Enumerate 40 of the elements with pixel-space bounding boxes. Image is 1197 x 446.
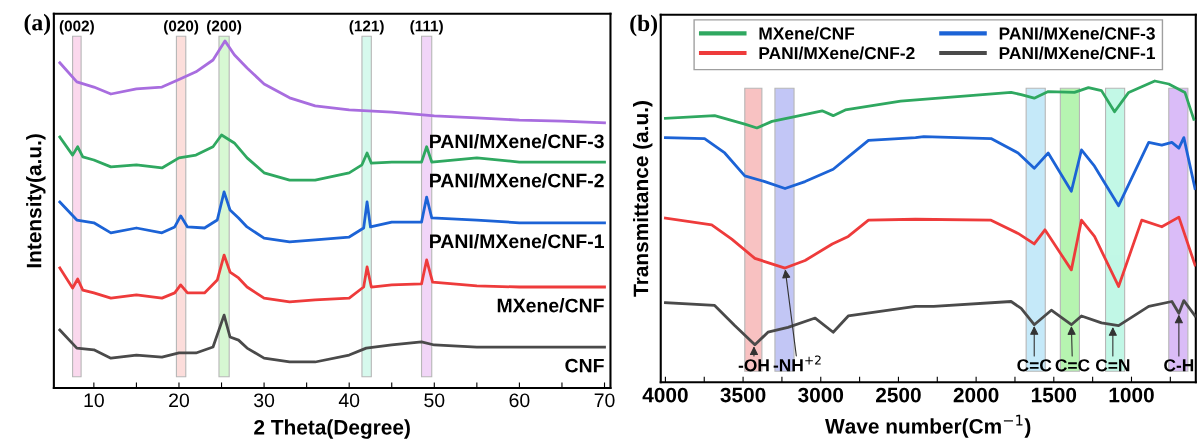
series-label: PANI/MXene/CNF-2 xyxy=(430,173,604,188)
x-tick-label: 2000 xyxy=(953,387,999,403)
band-label: (121) xyxy=(349,20,384,35)
chart-title: (a) xyxy=(24,13,51,36)
series-label: MXene/CNF xyxy=(497,298,604,313)
annotation: -OH xyxy=(738,359,769,372)
band-label: (111) xyxy=(410,20,443,35)
legend-label: PANI/MXene/CNF-1 xyxy=(999,46,1156,60)
annotation: C=N xyxy=(1095,359,1130,372)
x-tick-label: 1500 xyxy=(1031,387,1077,403)
x-tick-label: 40 xyxy=(338,393,360,408)
x-tick-label: 20 xyxy=(169,393,190,408)
series-label: PANI/MXene/CNF-3 xyxy=(430,133,604,149)
legend-label: MXene/CNF xyxy=(759,26,855,40)
x-tick-label: 30 xyxy=(254,393,275,408)
x-axis-title: Wave number(Cm$^{−1}$) xyxy=(825,414,1031,438)
series-label: CNF xyxy=(565,358,604,373)
annotation: C=C xyxy=(1017,359,1052,372)
band-label: (020) xyxy=(164,20,199,35)
x-tick-label: 3500 xyxy=(720,387,766,403)
legend-label: PANI/MXene/CNF-3 xyxy=(999,26,1155,40)
legend-label: PANI/MXene/CNF-2 xyxy=(759,46,915,60)
y-axis-title: Intensity(a.u.) xyxy=(26,134,46,268)
x-tick-label: 60 xyxy=(509,393,530,408)
x-tick-label: 50 xyxy=(424,393,445,408)
x-axis-title: 2 Theta(Degree) xyxy=(254,419,410,439)
annotation: C-H xyxy=(1164,359,1194,372)
x-tick-label: 70 xyxy=(594,393,615,408)
x-tick-label: 3000 xyxy=(798,387,844,403)
series-label: PANI/MXene/CNF-1 xyxy=(430,233,604,249)
band-label: (200) xyxy=(207,20,242,35)
annotation: -NH$^{+2}$ xyxy=(773,355,821,372)
x-tick-label: 2500 xyxy=(876,387,921,403)
band-label: (002) xyxy=(59,20,94,35)
x-tick-label: 1000 xyxy=(1109,387,1154,403)
y-axis-title: Transmittance (a.u.) xyxy=(632,101,653,297)
annotation: C=C xyxy=(1055,359,1090,372)
x-tick-label: 4000 xyxy=(642,387,688,403)
x-tick-label: 10 xyxy=(84,393,104,408)
chart-title: (b) xyxy=(630,14,658,37)
